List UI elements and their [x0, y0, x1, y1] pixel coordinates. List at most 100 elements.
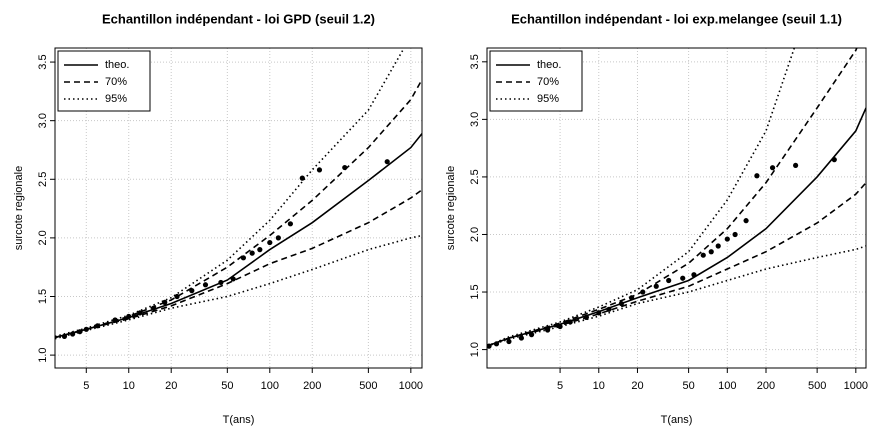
x-tick-label: 100	[261, 380, 279, 392]
series-line	[487, 48, 858, 347]
data-point	[94, 323, 101, 329]
data-point	[493, 341, 500, 347]
y-tick-label: 3.0	[469, 112, 481, 127]
x-tick-label: 1000	[844, 380, 868, 392]
data-point	[628, 295, 635, 301]
legend-label: 95%	[105, 93, 127, 105]
lines	[55, 48, 422, 340]
series-line	[55, 234, 422, 340]
x-axis-label: T(ans)	[223, 414, 255, 426]
data-point	[691, 272, 697, 278]
data-point	[384, 159, 390, 165]
data-point	[316, 167, 323, 173]
legend-label: theo.	[105, 59, 129, 71]
x-tick-label: 50	[682, 380, 694, 392]
data-point	[743, 218, 749, 224]
y-tick-label: 2.0	[37, 230, 49, 245]
legend-box	[489, 50, 583, 112]
x-tick-label: 5	[83, 380, 89, 392]
series-line	[55, 79, 422, 339]
y-tick-label: 2.0	[469, 227, 481, 242]
data-point	[83, 326, 89, 332]
plot: 5 10 20 50 100 200 500 1000 1.0 1.5 2.0 2.5 3.0 3.5 th…	[13, 11, 423, 425]
data-point	[61, 333, 68, 339]
y-tick-label: 3.5	[469, 54, 481, 69]
data-point	[793, 162, 799, 169]
series-line	[55, 48, 406, 338]
data-point	[618, 300, 625, 307]
data-point	[70, 331, 76, 337]
legend: theo. 70% 95%	[489, 50, 583, 112]
data-point	[299, 175, 305, 181]
x-tick-label: 200	[303, 380, 321, 392]
data-point	[640, 289, 646, 295]
series-line	[55, 133, 422, 339]
data-point	[606, 306, 612, 312]
y-tick-label: 3.5	[37, 54, 49, 69]
y-tick-label: 2.5	[37, 172, 49, 187]
x-tick-label: 50	[221, 380, 233, 392]
y-axis-label: surcote regionale	[445, 166, 457, 250]
data-point	[567, 319, 573, 325]
data-point	[666, 277, 672, 284]
data-point	[189, 288, 195, 294]
x-axis-label: T(ans)	[661, 414, 693, 426]
data-point	[769, 165, 776, 171]
series-line	[487, 48, 796, 347]
data-point	[528, 332, 535, 338]
data-point	[724, 236, 730, 242]
legend: theo. 70% 95%	[57, 50, 151, 112]
data-point	[257, 247, 263, 253]
data-point	[249, 250, 255, 256]
y-tick-label: 1.5	[37, 289, 49, 304]
x-tick-label: 10	[593, 380, 605, 392]
data-point	[653, 283, 659, 289]
y-axis-label: surcote regionale	[13, 166, 25, 250]
x-tick-label: 100	[718, 380, 736, 392]
data-point	[137, 310, 143, 316]
x-tick-label: 1000	[399, 380, 423, 392]
y-tick-label: 1.0	[37, 347, 49, 362]
data-point	[708, 249, 714, 255]
data-point	[126, 313, 132, 320]
series-line	[487, 182, 866, 347]
data-point	[174, 293, 180, 300]
series-line	[487, 107, 866, 347]
chart-title: Echantillon indépendant - loi exp.melang…	[511, 11, 842, 26]
data-point	[150, 305, 157, 311]
data-point	[506, 338, 512, 345]
data-point	[267, 239, 273, 246]
series-line	[487, 245, 866, 347]
legend-label: 95%	[537, 93, 559, 105]
legend-label: theo.	[537, 59, 561, 71]
data-point	[218, 279, 224, 286]
legend-box	[57, 50, 151, 112]
data-point	[732, 231, 738, 238]
data-point	[715, 243, 721, 249]
y-tick-label: 1.5	[469, 284, 481, 299]
data-point	[831, 157, 837, 163]
x-tick-label: 200	[757, 380, 775, 392]
data-point	[112, 317, 118, 323]
data-point	[596, 310, 602, 316]
legend-label: 70%	[537, 76, 559, 88]
data-point	[202, 282, 209, 288]
data-point	[680, 275, 686, 281]
y-tick-label: 3.0	[37, 113, 49, 128]
data-point	[240, 255, 247, 261]
x-tick-label: 500	[359, 380, 377, 392]
y-tick-label: 1.0	[469, 342, 481, 357]
data-point	[162, 299, 168, 305]
data-point	[557, 323, 563, 330]
plot: 5 10 20 50 100 200 500 1000 1.0 1.5 2.0 2.5 3.0 3.5 th…	[445, 11, 868, 426]
data-point	[275, 235, 281, 241]
data-point	[518, 335, 524, 341]
data-point	[487, 343, 492, 349]
y-tick-label: 2.5	[469, 169, 481, 184]
plot-frame	[486, 47, 867, 369]
plot-frame	[54, 47, 423, 369]
x-tick-label: 20	[165, 380, 177, 392]
x-tick-label: 5	[557, 380, 563, 392]
data-point	[342, 164, 348, 171]
